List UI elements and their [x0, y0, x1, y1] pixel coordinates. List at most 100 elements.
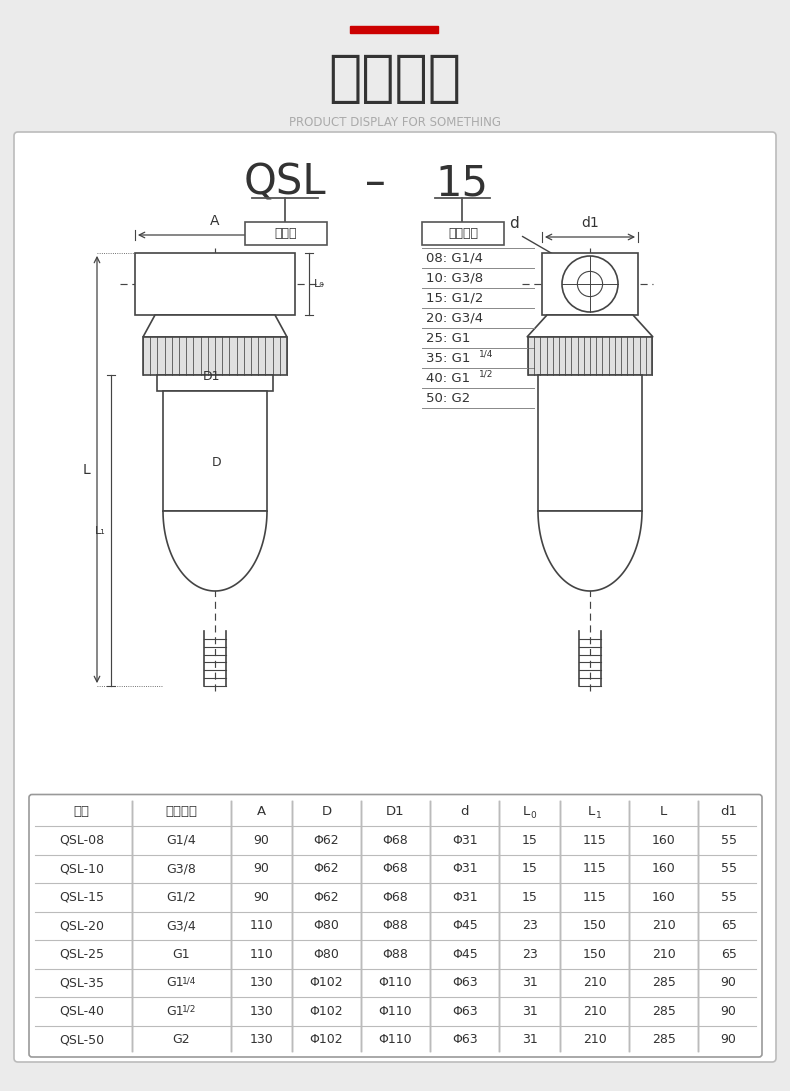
- Text: Φ63: Φ63: [452, 1005, 477, 1018]
- Text: Φ102: Φ102: [310, 976, 343, 990]
- Text: QSL-50: QSL-50: [59, 1033, 104, 1046]
- Bar: [350, 26, 438, 33]
- Text: 15: 15: [521, 862, 537, 875]
- Text: 160: 160: [652, 862, 675, 875]
- Text: QSL-20: QSL-20: [59, 920, 104, 932]
- Text: Φ88: Φ88: [382, 948, 408, 961]
- Text: G1/2: G1/2: [167, 890, 196, 903]
- Text: QSL-25: QSL-25: [59, 948, 104, 961]
- Text: 系列号: 系列号: [275, 227, 297, 240]
- Text: 接管口径: 接管口径: [165, 805, 198, 818]
- Text: –: –: [365, 161, 386, 204]
- Text: Φ88: Φ88: [382, 920, 408, 932]
- Text: G2: G2: [172, 1033, 190, 1046]
- Text: 115: 115: [583, 890, 607, 903]
- Text: 35: G1: 35: G1: [426, 351, 470, 364]
- Text: 110: 110: [250, 948, 273, 961]
- Text: 130: 130: [250, 1005, 273, 1018]
- Text: Φ31: Φ31: [452, 834, 477, 847]
- Text: 115: 115: [583, 862, 607, 875]
- Text: L₁: L₁: [96, 526, 106, 536]
- Circle shape: [562, 256, 618, 312]
- Text: Φ80: Φ80: [314, 920, 339, 932]
- Text: Φ31: Φ31: [452, 862, 477, 875]
- Polygon shape: [143, 315, 287, 337]
- Text: A: A: [210, 214, 220, 228]
- Text: 08: G1/4: 08: G1/4: [426, 252, 483, 264]
- Text: Φ68: Φ68: [382, 862, 408, 875]
- Bar: [422, 221, 504, 245]
- Text: 65: 65: [720, 948, 736, 961]
- Bar: [163, 391, 267, 511]
- Text: d: d: [461, 805, 469, 818]
- Text: 15: G1/2: 15: G1/2: [426, 291, 483, 304]
- Text: 210: 210: [583, 1005, 607, 1018]
- Text: Φ110: Φ110: [378, 1005, 412, 1018]
- Text: D: D: [213, 456, 222, 469]
- Text: Φ110: Φ110: [378, 976, 412, 990]
- Text: 23: 23: [521, 948, 537, 961]
- Text: 90: 90: [720, 976, 736, 990]
- Text: Φ102: Φ102: [310, 1005, 343, 1018]
- Text: G1: G1: [167, 1005, 184, 1018]
- Bar: [135, 253, 295, 315]
- Text: 160: 160: [652, 834, 675, 847]
- Text: 285: 285: [652, 976, 675, 990]
- Text: QSL-40: QSL-40: [59, 1005, 104, 1018]
- Text: 参数解析: 参数解析: [329, 52, 461, 106]
- Text: 90: 90: [720, 1033, 736, 1046]
- Text: Φ45: Φ45: [452, 920, 477, 932]
- Text: D1: D1: [386, 805, 404, 818]
- Text: 20: G3/4: 20: G3/4: [426, 312, 483, 324]
- Text: d1: d1: [581, 216, 599, 230]
- Text: 90: 90: [254, 862, 269, 875]
- Text: 210: 210: [652, 920, 675, 932]
- Text: 15: 15: [435, 161, 488, 204]
- Text: 150: 150: [582, 948, 607, 961]
- Text: 40: G1: 40: G1: [426, 372, 470, 384]
- Text: Φ62: Φ62: [314, 834, 339, 847]
- Text: 接管口径: 接管口径: [448, 227, 478, 240]
- Text: Φ45: Φ45: [452, 948, 477, 961]
- Text: 55: 55: [720, 834, 736, 847]
- Text: 150: 150: [582, 920, 607, 932]
- FancyBboxPatch shape: [14, 132, 776, 1062]
- Bar: [538, 375, 642, 511]
- Text: QSL: QSL: [243, 161, 326, 204]
- Text: 90: 90: [254, 890, 269, 903]
- Text: 110: 110: [250, 920, 273, 932]
- Text: L: L: [82, 463, 90, 477]
- Circle shape: [577, 272, 603, 297]
- Text: PRODUCT DISPLAY FOR SOMETHING: PRODUCT DISPLAY FOR SOMETHING: [289, 117, 501, 130]
- Bar: [143, 337, 287, 375]
- Text: QSL-15: QSL-15: [59, 890, 104, 903]
- Text: 15: 15: [521, 834, 537, 847]
- Text: 130: 130: [250, 1033, 273, 1046]
- Text: D1: D1: [202, 370, 220, 383]
- Text: Φ68: Φ68: [382, 834, 408, 847]
- Text: 285: 285: [652, 1005, 675, 1018]
- Bar: [542, 253, 638, 315]
- Bar: [157, 375, 273, 391]
- Text: 65: 65: [720, 920, 736, 932]
- FancyBboxPatch shape: [29, 794, 762, 1057]
- Text: L₀: L₀: [314, 279, 325, 289]
- Text: Φ31: Φ31: [452, 890, 477, 903]
- Text: QSL-08: QSL-08: [59, 834, 104, 847]
- Bar: [528, 337, 652, 375]
- Text: G1: G1: [172, 948, 190, 961]
- Text: D: D: [322, 805, 331, 818]
- Text: 210: 210: [652, 948, 675, 961]
- Text: L: L: [588, 805, 595, 818]
- Text: G1/4: G1/4: [167, 834, 196, 847]
- Polygon shape: [163, 511, 267, 591]
- Text: 1: 1: [596, 812, 601, 820]
- Text: Φ68: Φ68: [382, 890, 408, 903]
- Text: Φ63: Φ63: [452, 976, 477, 990]
- Text: Φ62: Φ62: [314, 862, 339, 875]
- Text: Φ110: Φ110: [378, 1033, 412, 1046]
- Text: 115: 115: [583, 834, 607, 847]
- Polygon shape: [538, 511, 642, 591]
- Text: L: L: [660, 805, 668, 818]
- Text: 0: 0: [531, 812, 536, 820]
